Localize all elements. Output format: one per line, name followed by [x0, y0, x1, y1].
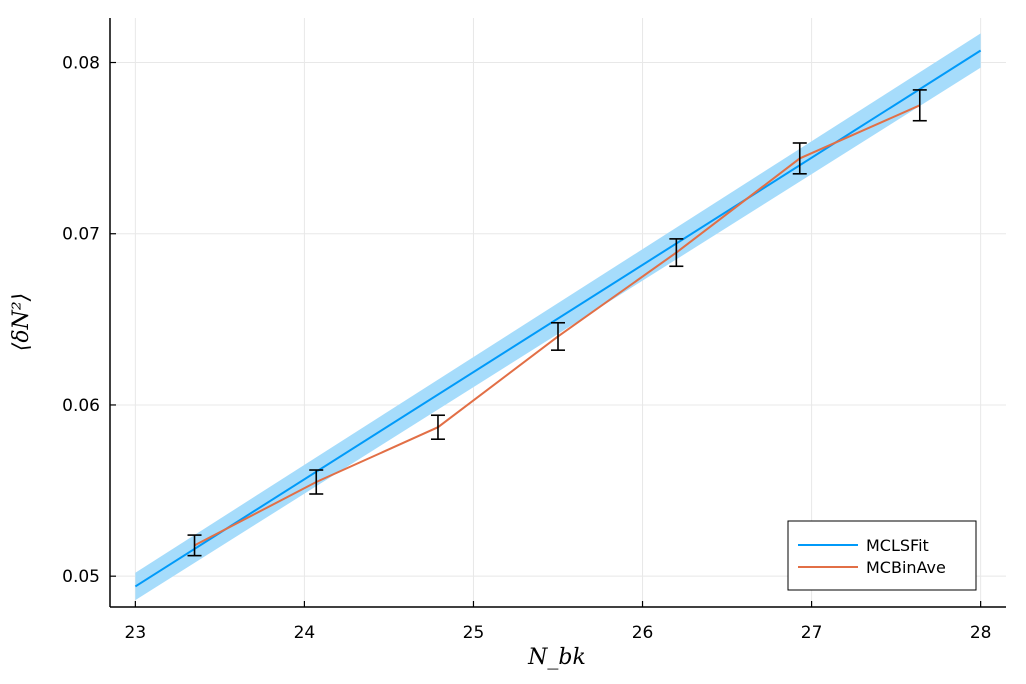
- y-axis-title: ⟨δN²⟩: [9, 293, 34, 351]
- legend-box: [787, 520, 977, 591]
- mclsfit-line: [134, 49, 982, 588]
- x-tick-label: 23: [125, 623, 147, 643]
- error-bar: [430, 414, 445, 441]
- legend: MCLSFit MCBinAve: [787, 520, 977, 591]
- axes: [109, 18, 1006, 608]
- y-tick-label: 0.06: [62, 396, 100, 416]
- y-tick-label: 0.05: [62, 567, 100, 587]
- x-tick-label: 25: [463, 623, 485, 643]
- error-bar: [187, 534, 202, 557]
- y-tick-label: 0.07: [62, 225, 100, 245]
- grid: [110, 18, 1006, 607]
- series-lines: [134, 49, 982, 588]
- x-tick-label: 28: [970, 623, 992, 643]
- y-axis-title-text: ⟨δN²⟩: [9, 293, 34, 351]
- x-tick-label: 24: [294, 623, 316, 643]
- error-bar: [912, 89, 927, 122]
- x-tick-label: 26: [632, 623, 654, 643]
- x-axis-title: N_bk: [527, 645, 586, 670]
- error-bars: [187, 89, 927, 557]
- fit-band: [135, 33, 981, 601]
- error-bar: [669, 238, 684, 268]
- error-bar: [551, 321, 565, 351]
- error-bar: [309, 469, 324, 495]
- legend-label-mcbinave: MCBinAve: [866, 558, 946, 577]
- x-axis-title-text: N_bk: [527, 645, 586, 670]
- y-tick-label: 0.08: [62, 54, 100, 74]
- legend-label-mclsfit: MCLSFit: [866, 536, 929, 555]
- x-tick-label: 27: [801, 623, 823, 643]
- error-bar: [792, 142, 807, 175]
- tick-labels: 23 24 25 26 27 28 0.05 0.06 0.07 0.08: [62, 54, 991, 643]
- fit-confidence-band: [135, 33, 981, 601]
